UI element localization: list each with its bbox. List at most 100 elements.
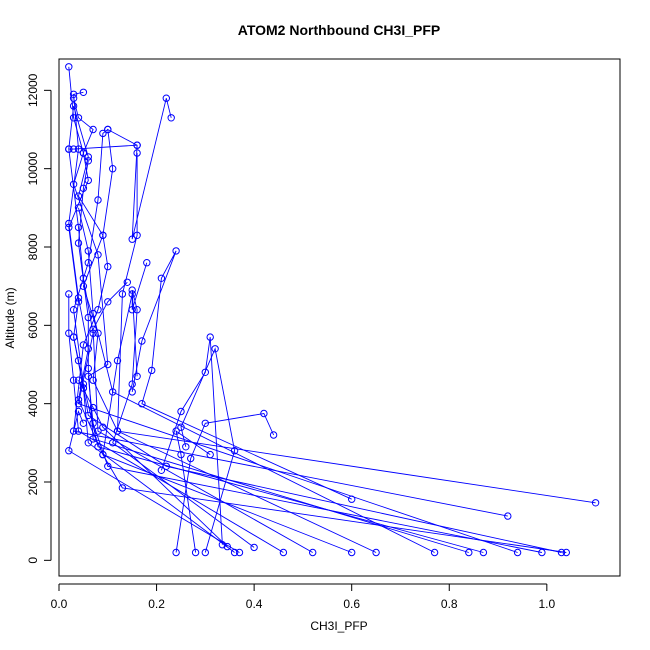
data-point <box>69 306 78 314</box>
x-axis: 0.0 0.2 0.4 0.6 0.8 1.0 <box>51 583 555 611</box>
data-point <box>74 239 83 247</box>
data-point <box>513 548 522 557</box>
data-point <box>89 435 97 443</box>
data-point <box>177 450 185 459</box>
data-point <box>218 541 227 549</box>
data-point <box>177 407 185 416</box>
series-line-13 <box>92 281 313 553</box>
data-point <box>191 548 200 557</box>
x-axis-label: CH3I_PFP <box>310 619 367 633</box>
data-point <box>89 329 97 337</box>
data-point <box>65 447 73 455</box>
data-point <box>557 548 566 557</box>
series-layer <box>68 66 596 553</box>
data-point <box>113 427 122 435</box>
series-line-5 <box>68 144 518 553</box>
data-point <box>89 403 97 412</box>
data-point <box>65 290 73 298</box>
data-point <box>201 419 210 427</box>
data-point <box>206 450 214 459</box>
data-point <box>104 462 112 470</box>
series-line-17 <box>73 337 235 553</box>
x-tick-label: 0.4 <box>246 597 263 611</box>
data-point <box>74 145 83 153</box>
data-point <box>172 427 180 435</box>
data-point <box>84 259 93 267</box>
data-point <box>69 102 78 110</box>
data-point <box>113 356 122 365</box>
data-point <box>84 176 93 185</box>
data-point <box>94 306 102 314</box>
y-tick-label: 10000 <box>26 152 40 186</box>
data-point <box>128 388 136 396</box>
x-tick-label: 1.0 <box>538 597 555 611</box>
data-point <box>504 512 512 520</box>
data-point <box>74 114 83 122</box>
data-point <box>74 294 83 302</box>
data-point <box>133 372 141 380</box>
data-point <box>99 423 107 431</box>
data-point <box>79 282 88 290</box>
data-point <box>128 235 136 243</box>
data-point <box>118 290 127 298</box>
data-point <box>69 114 78 122</box>
data-point <box>230 447 239 455</box>
series-line-16 <box>68 410 240 553</box>
data-point <box>138 337 146 345</box>
data-point <box>79 419 88 427</box>
data-point <box>148 366 156 375</box>
series-line-19 <box>160 337 223 545</box>
data-point <box>104 360 112 369</box>
data-point <box>99 129 107 138</box>
data-point <box>89 309 97 318</box>
x-tick-label: 0.8 <box>441 597 458 611</box>
data-point <box>79 380 88 388</box>
data-point <box>279 548 288 557</box>
data-point <box>177 423 185 431</box>
plot-frame <box>58 58 621 577</box>
data-point <box>104 262 112 271</box>
data-point <box>128 286 136 294</box>
y-tick-label: 8000 <box>26 233 40 260</box>
data-point <box>84 153 93 161</box>
data-point <box>223 542 232 551</box>
data-point <box>74 376 83 384</box>
data-point <box>465 548 473 557</box>
data-point <box>79 88 88 97</box>
data-point <box>74 427 83 435</box>
data-point <box>133 231 141 240</box>
series-line-3 <box>73 98 542 553</box>
series-line-2 <box>68 91 567 553</box>
data-point <box>128 306 136 314</box>
data-point <box>84 439 93 447</box>
data-point <box>109 439 117 447</box>
data-point <box>69 427 78 435</box>
data-point <box>84 372 93 380</box>
data-point <box>84 313 93 322</box>
data-point <box>172 548 180 557</box>
data-point <box>128 380 136 388</box>
data-point <box>235 548 244 557</box>
points-layer <box>65 63 600 557</box>
data-point <box>74 396 83 404</box>
data-point <box>250 543 258 552</box>
data-point <box>74 223 83 232</box>
y-axis-label: Altitude (m) <box>3 287 17 348</box>
series-line-21 <box>175 430 211 553</box>
data-point <box>74 356 83 365</box>
y-tick-label: 0 <box>26 557 40 564</box>
x-tick-label: 0.6 <box>343 597 360 611</box>
data-point <box>538 548 546 557</box>
data-point <box>157 274 166 282</box>
y-axis: 0 2000 4000 6000 8000 10000 12000 <box>26 73 52 564</box>
data-point <box>143 259 151 267</box>
data-point <box>69 376 78 384</box>
series-line-1 <box>68 66 562 553</box>
data-point <box>69 94 78 102</box>
data-point <box>118 484 127 492</box>
data-point <box>230 548 239 557</box>
data-point <box>79 149 88 157</box>
data-point <box>133 149 141 157</box>
data-point <box>65 223 73 232</box>
